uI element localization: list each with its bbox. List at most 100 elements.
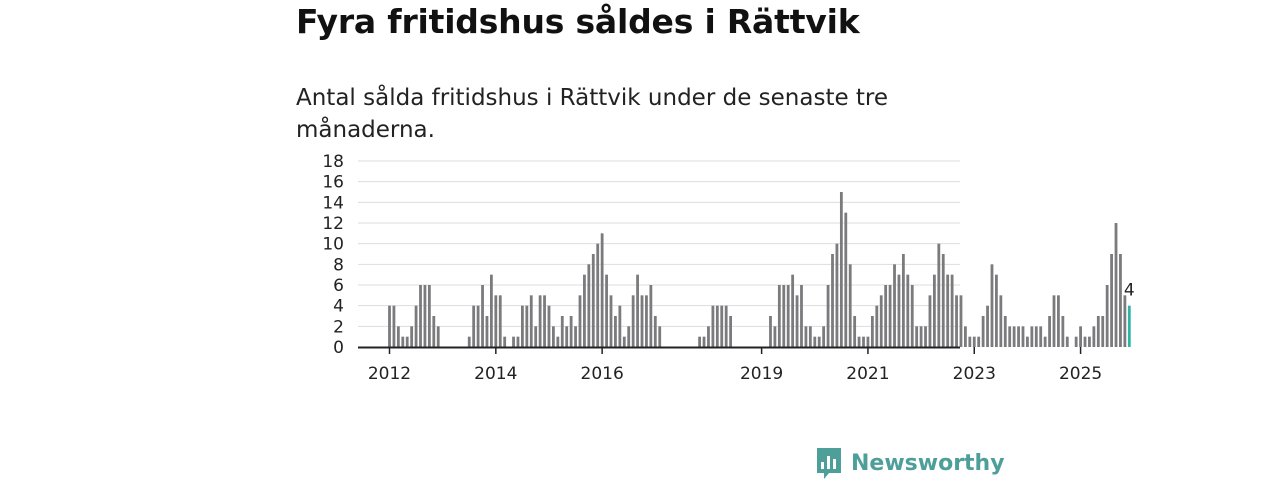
bar (405, 336, 409, 347)
bar (1065, 336, 1069, 347)
bar (990, 264, 994, 347)
bar (720, 305, 724, 347)
bar (423, 285, 427, 347)
bar (618, 305, 622, 347)
bar (627, 326, 631, 347)
bar (932, 274, 936, 347)
bar (995, 274, 998, 347)
bar (1043, 336, 1047, 347)
bar (884, 285, 888, 347)
bar (1030, 326, 1034, 347)
bar (467, 336, 471, 347)
bar (835, 243, 839, 347)
bar (512, 336, 515, 347)
bar (605, 274, 608, 347)
y-tick-label: 8 (333, 255, 344, 275)
bar (596, 243, 600, 347)
bar (1017, 326, 1020, 347)
bar (609, 295, 613, 347)
x-tick-label: 2012 (368, 364, 411, 384)
bar-chart-logo-icon (817, 448, 841, 479)
bar (888, 285, 892, 347)
bar (1079, 326, 1082, 347)
bar (600, 233, 604, 347)
bar (538, 295, 542, 347)
bar (1092, 326, 1096, 347)
bar (879, 295, 883, 347)
bar (560, 316, 564, 347)
bar (968, 336, 972, 347)
bar (848, 264, 852, 347)
x-tick-label: 2014 (474, 364, 517, 384)
bar (946, 274, 950, 347)
bar (1057, 295, 1060, 347)
bar (521, 305, 524, 347)
bar (622, 336, 626, 347)
bar (702, 336, 706, 347)
bar (1123, 295, 1127, 347)
bar (1048, 316, 1051, 347)
bar (822, 326, 826, 347)
chart-subtitle: Antal sålda fritidshus i Rättvik under d… (296, 85, 889, 143)
bar (653, 316, 657, 347)
bar (481, 285, 484, 347)
bar (552, 326, 555, 347)
bar (392, 305, 396, 347)
bar (569, 316, 573, 347)
bar (494, 295, 498, 347)
bar (476, 305, 480, 347)
bar (640, 295, 644, 347)
bar (485, 316, 489, 347)
bar (516, 336, 520, 347)
bar (1114, 223, 1118, 347)
bar (826, 285, 830, 347)
bar (910, 285, 914, 347)
bar (1101, 316, 1105, 347)
bar (972, 336, 976, 347)
bar (583, 274, 586, 347)
bar (698, 336, 701, 347)
bar (1026, 336, 1029, 347)
bar (614, 316, 617, 347)
bar (800, 285, 803, 347)
bar (986, 305, 989, 347)
bar (813, 336, 817, 347)
bar (773, 326, 777, 347)
data-labels: 4 (1124, 281, 1135, 301)
newsworthy-logo[interactable]: Newsworthy (815, 446, 1005, 480)
bar (875, 305, 879, 347)
bar (919, 326, 923, 347)
bar (924, 326, 927, 347)
bar (472, 305, 476, 347)
x-tick-label: 2016 (581, 364, 624, 384)
bar (795, 295, 799, 347)
bar (999, 295, 1003, 347)
bar (1088, 336, 1091, 347)
bars (388, 192, 1131, 347)
bar (556, 336, 560, 347)
brand-name: Newsworthy (851, 450, 1005, 476)
bar (870, 316, 874, 347)
bar (1008, 326, 1012, 347)
bar (631, 295, 635, 347)
bar (862, 336, 865, 347)
bar (791, 274, 795, 347)
bar (711, 305, 715, 347)
chart-title: Fyra fritidshus såldes i Rättvik (296, 2, 860, 41)
x-tick-label: 2021 (846, 364, 889, 384)
bar (839, 192, 843, 347)
bar (498, 295, 502, 347)
bar (959, 295, 963, 347)
bar (724, 305, 728, 347)
bar-latest (1127, 305, 1131, 347)
bar (1119, 254, 1122, 347)
bar (574, 326, 577, 347)
bar (419, 285, 422, 347)
last-value-label: 4 (1124, 281, 1135, 301)
grid-layer (358, 160, 960, 327)
bar (1012, 326, 1016, 347)
bar (1105, 285, 1109, 347)
bar (534, 326, 538, 347)
bar (1021, 326, 1025, 347)
bar (591, 254, 595, 347)
